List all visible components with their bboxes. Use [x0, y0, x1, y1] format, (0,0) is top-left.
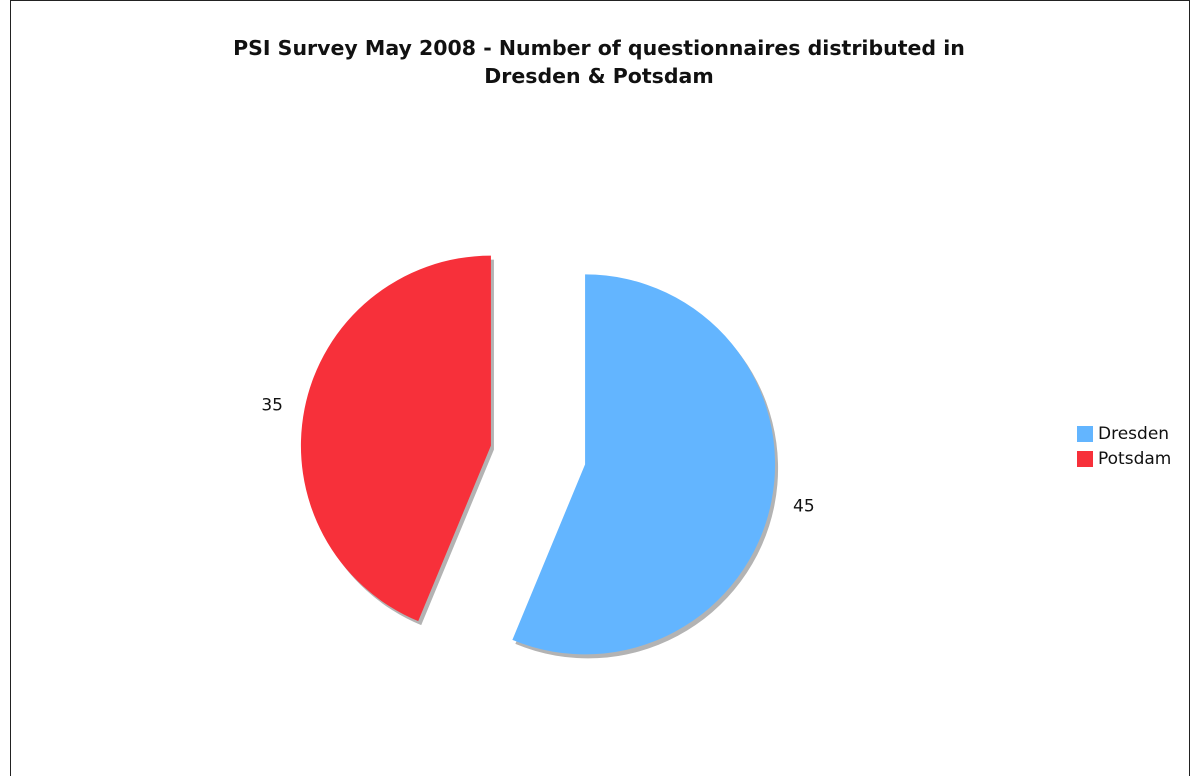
legend-label-potsdam: Potsdam: [1098, 448, 1172, 469]
chart-title: PSI Survey May 2008 - Number of question…: [0, 34, 1198, 90]
legend-item-potsdam: Potsdam: [1077, 446, 1171, 471]
legend-swatch-potsdam: [1077, 450, 1093, 467]
chart-title-line-1: PSI Survey May 2008 - Number of question…: [233, 36, 965, 60]
slice-value-label-dresden: 45: [793, 497, 815, 517]
chart-legend: Dresden Potsdam: [1077, 421, 1171, 471]
legend-label-dresden: Dresden: [1098, 423, 1170, 444]
pie-slice-potsdam: [300, 255, 491, 622]
legend-item-dresden: Dresden: [1077, 421, 1171, 446]
chart-title-line-2: Dresden & Potsdam: [484, 64, 714, 88]
legend-swatch-dresden: [1077, 425, 1093, 442]
pie-slice-dresden: [512, 274, 776, 655]
slice-value-label-potsdam: 35: [261, 395, 283, 415]
